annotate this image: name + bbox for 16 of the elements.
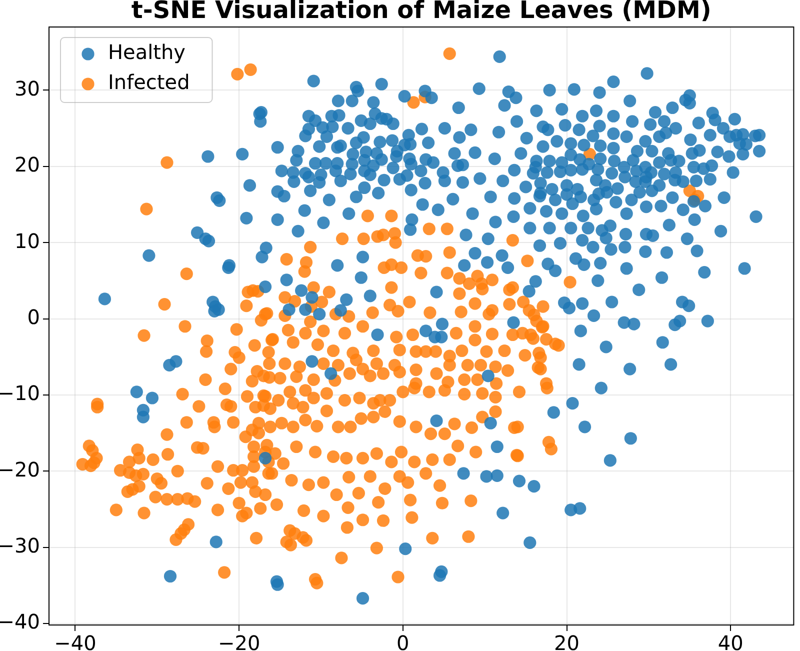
- y-tick-label: 30: [14, 76, 40, 100]
- x-tick-label: 20: [554, 631, 580, 651]
- y-tick-label: −40: [0, 610, 40, 634]
- x-tick-label: −20: [218, 631, 260, 651]
- x-tick-label: −40: [54, 631, 96, 651]
- x-tick-label: 40: [718, 631, 744, 651]
- y-tick-label: 20: [14, 152, 40, 177]
- chart-title: t-SNE Visualization of Maize Leaves (MDM): [131, 0, 712, 24]
- y-tick-label: −20: [0, 457, 40, 482]
- y-tick-label: 10: [14, 228, 40, 253]
- x-tick-label: 0: [396, 631, 410, 651]
- legend-label: Infected: [108, 70, 190, 94]
- y-tick-label: −10: [0, 381, 40, 406]
- y-tick-label: −30: [0, 534, 40, 558]
- y-tick-label: 0: [27, 304, 40, 329]
- legend-label: Healthy: [108, 40, 186, 64]
